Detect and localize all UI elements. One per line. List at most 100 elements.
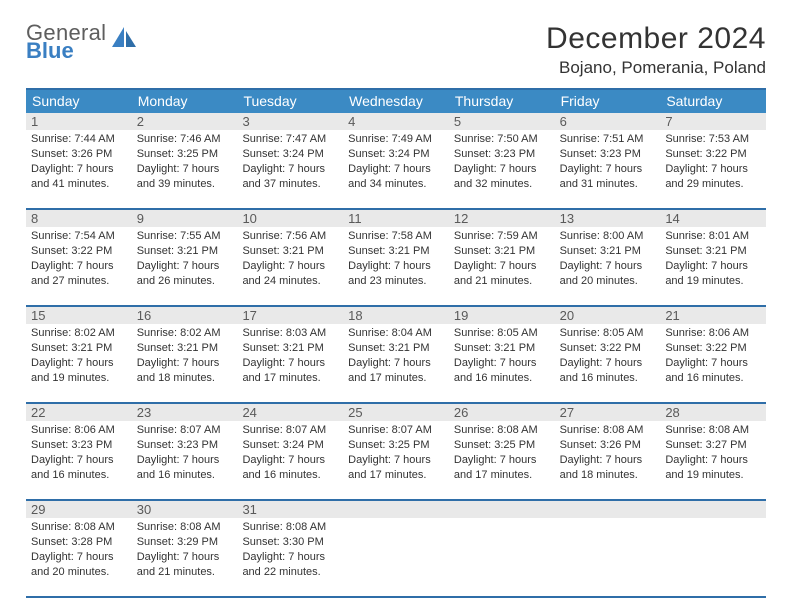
day-number: 19	[449, 307, 555, 324]
sunrise-text: Sunrise: 8:00 AM	[560, 229, 656, 244]
sunset-text: Sunset: 3:21 PM	[242, 341, 338, 356]
sunset-text: Sunset: 3:22 PM	[665, 341, 761, 356]
daylight-text: Daylight: 7 hours and 22 minutes.	[242, 550, 338, 580]
day-number: 7	[660, 113, 766, 130]
sunrise-text: Sunrise: 8:08 AM	[665, 423, 761, 438]
week-wrapper: 15161718192021Sunrise: 8:02 AMSunset: 3:…	[26, 307, 766, 404]
daylight-text: Daylight: 7 hours and 41 minutes.	[31, 162, 127, 192]
weekday-header-row: SundayMondayTuesdayWednesdayThursdayFrid…	[26, 90, 766, 113]
sunrise-text: Sunrise: 8:08 AM	[31, 520, 127, 535]
daylight-text: Daylight: 7 hours and 16 minutes.	[665, 356, 761, 386]
sunrise-text: Sunrise: 7:46 AM	[137, 132, 233, 147]
day-number: 2	[132, 113, 238, 130]
sunset-text: Sunset: 3:21 PM	[242, 244, 338, 259]
day-cell: Sunrise: 8:08 AMSunset: 3:25 PMDaylight:…	[449, 421, 555, 499]
sunset-text: Sunset: 3:21 PM	[665, 244, 761, 259]
daylight-text: Daylight: 7 hours and 27 minutes.	[31, 259, 127, 289]
sunrise-text: Sunrise: 7:53 AM	[665, 132, 761, 147]
sunrise-text: Sunrise: 8:08 AM	[137, 520, 233, 535]
day-number: 3	[237, 113, 343, 130]
day-number: 26	[449, 404, 555, 421]
weekday-header: Wednesday	[343, 90, 449, 113]
sunrise-text: Sunrise: 8:04 AM	[348, 326, 444, 341]
sunset-text: Sunset: 3:22 PM	[31, 244, 127, 259]
logo-sail-icon	[110, 25, 138, 49]
weekday-header: Monday	[132, 90, 238, 113]
daylight-text: Daylight: 7 hours and 29 minutes.	[665, 162, 761, 192]
day-number: 17	[237, 307, 343, 324]
sunset-text: Sunset: 3:21 PM	[348, 341, 444, 356]
daylight-text: Daylight: 7 hours and 24 minutes.	[242, 259, 338, 289]
sunrise-text: Sunrise: 7:47 AM	[242, 132, 338, 147]
week-wrapper: 1234567Sunrise: 7:44 AMSunset: 3:26 PMDa…	[26, 113, 766, 210]
daylight-text: Daylight: 7 hours and 20 minutes.	[560, 259, 656, 289]
daynum-row: 891011121314	[26, 210, 766, 227]
day-cell: Sunrise: 8:02 AMSunset: 3:21 PMDaylight:…	[26, 324, 132, 402]
weekday-header: Friday	[555, 90, 661, 113]
sunset-text: Sunset: 3:23 PM	[454, 147, 550, 162]
day-cell: Sunrise: 8:08 AMSunset: 3:28 PMDaylight:…	[26, 518, 132, 596]
daylight-text: Daylight: 7 hours and 16 minutes.	[31, 453, 127, 483]
sunset-text: Sunset: 3:21 PM	[137, 244, 233, 259]
daylight-text: Daylight: 7 hours and 19 minutes.	[665, 259, 761, 289]
day-cell: Sunrise: 7:46 AMSunset: 3:25 PMDaylight:…	[132, 130, 238, 208]
week-wrapper: 293031Sunrise: 8:08 AMSunset: 3:28 PMDay…	[26, 501, 766, 598]
sunset-text: Sunset: 3:26 PM	[31, 147, 127, 162]
sunset-text: Sunset: 3:21 PM	[31, 341, 127, 356]
sunset-text: Sunset: 3:21 PM	[137, 341, 233, 356]
day-cell: Sunrise: 8:08 AMSunset: 3:29 PMDaylight:…	[132, 518, 238, 596]
sunset-text: Sunset: 3:22 PM	[665, 147, 761, 162]
day-cell: Sunrise: 8:08 AMSunset: 3:30 PMDaylight:…	[237, 518, 343, 596]
daylight-text: Daylight: 7 hours and 32 minutes.	[454, 162, 550, 192]
page-header: General Blue December 2024 Bojano, Pomer…	[26, 22, 766, 78]
daybody-row: Sunrise: 7:44 AMSunset: 3:26 PMDaylight:…	[26, 130, 766, 208]
daybody-row: Sunrise: 8:06 AMSunset: 3:23 PMDaylight:…	[26, 421, 766, 499]
sunrise-text: Sunrise: 7:49 AM	[348, 132, 444, 147]
day-number: 6	[555, 113, 661, 130]
sunrise-text: Sunrise: 8:07 AM	[137, 423, 233, 438]
daylight-text: Daylight: 7 hours and 23 minutes.	[348, 259, 444, 289]
sunrise-text: Sunrise: 7:51 AM	[560, 132, 656, 147]
daylight-text: Daylight: 7 hours and 34 minutes.	[348, 162, 444, 192]
sunrise-text: Sunrise: 7:56 AM	[242, 229, 338, 244]
weeks-container: 1234567Sunrise: 7:44 AMSunset: 3:26 PMDa…	[26, 113, 766, 598]
sunrise-text: Sunrise: 7:58 AM	[348, 229, 444, 244]
day-number: 16	[132, 307, 238, 324]
daylight-text: Daylight: 7 hours and 17 minutes.	[454, 453, 550, 483]
sunrise-text: Sunrise: 8:05 AM	[454, 326, 550, 341]
day-number: 12	[449, 210, 555, 227]
day-number: 4	[343, 113, 449, 130]
calendar-page: General Blue December 2024 Bojano, Pomer…	[0, 0, 792, 608]
calendar-grid: SundayMondayTuesdayWednesdayThursdayFrid…	[26, 88, 766, 598]
day-cell: Sunrise: 8:07 AMSunset: 3:24 PMDaylight:…	[237, 421, 343, 499]
day-cell: Sunrise: 8:05 AMSunset: 3:21 PMDaylight:…	[449, 324, 555, 402]
daylight-text: Daylight: 7 hours and 18 minutes.	[137, 356, 233, 386]
sunrise-text: Sunrise: 8:08 AM	[560, 423, 656, 438]
sunset-text: Sunset: 3:25 PM	[348, 438, 444, 453]
week-wrapper: 22232425262728Sunrise: 8:06 AMSunset: 3:…	[26, 404, 766, 501]
daylight-text: Daylight: 7 hours and 16 minutes.	[242, 453, 338, 483]
day-cell: Sunrise: 8:06 AMSunset: 3:23 PMDaylight:…	[26, 421, 132, 499]
weekday-header: Saturday	[660, 90, 766, 113]
weekday-header: Tuesday	[237, 90, 343, 113]
daylight-text: Daylight: 7 hours and 20 minutes.	[31, 550, 127, 580]
sunset-text: Sunset: 3:23 PM	[137, 438, 233, 453]
day-cell: Sunrise: 8:07 AMSunset: 3:23 PMDaylight:…	[132, 421, 238, 499]
logo: General Blue	[26, 22, 138, 62]
day-cell: Sunrise: 7:59 AMSunset: 3:21 PMDaylight:…	[449, 227, 555, 305]
sunset-text: Sunset: 3:21 PM	[454, 244, 550, 259]
sunrise-text: Sunrise: 8:08 AM	[454, 423, 550, 438]
day-number: 8	[26, 210, 132, 227]
day-cell: Sunrise: 7:54 AMSunset: 3:22 PMDaylight:…	[26, 227, 132, 305]
day-number: 14	[660, 210, 766, 227]
day-cell: Sunrise: 8:04 AMSunset: 3:21 PMDaylight:…	[343, 324, 449, 402]
day-cell: Sunrise: 8:08 AMSunset: 3:27 PMDaylight:…	[660, 421, 766, 499]
day-cell	[343, 518, 449, 596]
daylight-text: Daylight: 7 hours and 17 minutes.	[348, 453, 444, 483]
sunset-text: Sunset: 3:28 PM	[31, 535, 127, 550]
daylight-text: Daylight: 7 hours and 37 minutes.	[242, 162, 338, 192]
day-cell: Sunrise: 7:58 AMSunset: 3:21 PMDaylight:…	[343, 227, 449, 305]
weekday-header: Sunday	[26, 90, 132, 113]
day-number: 1	[26, 113, 132, 130]
sunrise-text: Sunrise: 7:54 AM	[31, 229, 127, 244]
